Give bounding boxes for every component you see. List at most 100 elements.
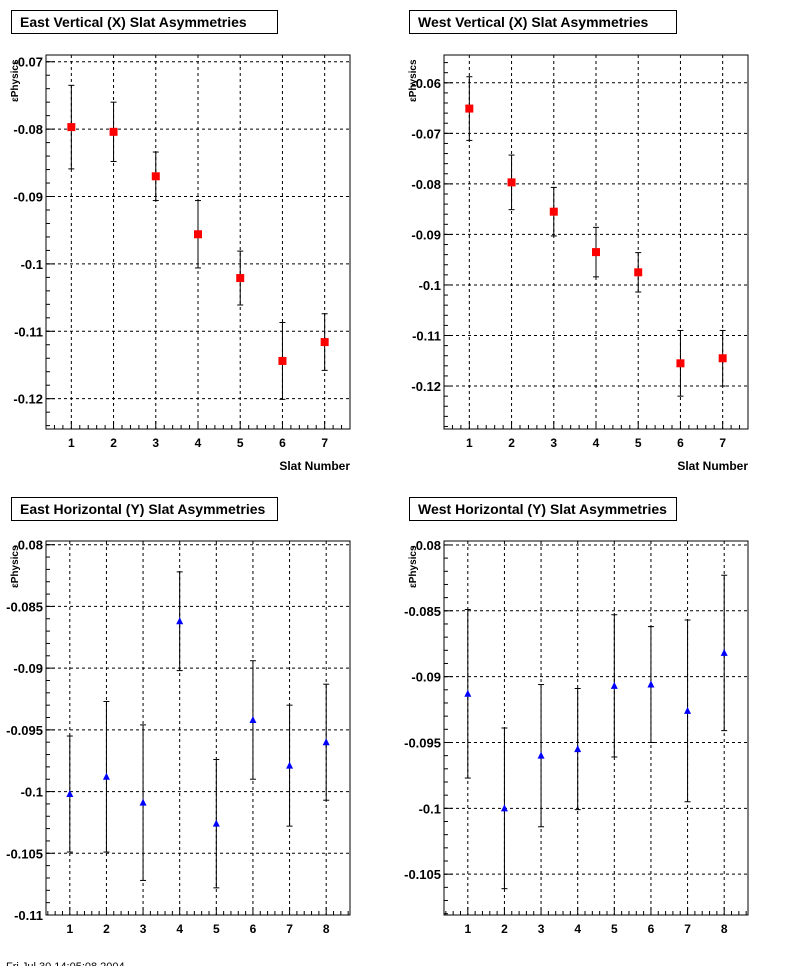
data-point-triangle [684,706,692,714]
x-tick-label: 7 [684,922,691,936]
x-tick-label: 1 [68,436,75,450]
y-tick-label: -0.11 [14,908,43,923]
panel-title-east-vertical: East Vertical (X) Slat Asymmetries [11,10,278,34]
data-point-square [278,356,287,365]
chart-panel-2: 1 2 3 4 5 6 7 -0.12 -0.11 -0.1 -0.09 -0.08 -0.07 -0.0… [408,54,749,473]
x-tick-label: 2 [110,436,117,450]
data-point-square [592,248,600,257]
y-tick-label: -0.07 [411,126,441,141]
x-tick-label: 6 [279,436,286,450]
data-point-triangle [647,680,655,688]
y-tick-label: -0.085 [6,599,43,614]
x-tick-label: 5 [213,922,220,936]
data-point-triangle [139,798,147,806]
x-tick-label: 3 [550,436,557,450]
data-point-square [465,104,474,113]
chart-panel-4: 1 2 3 4 5 6 7 8 -0.105 -0.1 -0.095 -0.09 -0.085 -0.08… [404,538,749,936]
x-tick-label: 3 [152,436,159,450]
data-point-square [320,338,329,347]
y-tick-label: -0.06 [411,76,441,91]
x-tick-label: 1 [466,436,473,450]
y-tick-label: -0.1 [21,785,43,800]
data-point-square [718,354,727,363]
y-tick-label: -0.08 [13,122,43,137]
x-tick-label: 2 [501,922,508,936]
x-tick-label: 5 [635,436,642,450]
y-tick-label: -0.07 [13,55,43,70]
y-tick-label: -0.085 [404,604,441,619]
y-tick-label: -0.09 [411,227,441,242]
panel-title-west-horizontal: West Horizontal (Y) Slat Asymmetries [409,497,677,521]
x-tick-label: 1 [464,922,471,936]
data-point-square [194,230,202,239]
y-tick-label: -0.08 [13,538,43,553]
y-tick-label: -0.08 [411,538,441,553]
data-point-square [549,207,558,216]
y-tick-label: -0.11 [14,324,43,339]
y-tick-label: -0.11 [412,329,441,344]
x-tick-label: 3 [538,922,545,936]
y-axis-label: εPhysics [10,59,21,102]
y-axis-label: εPhysics [408,545,419,588]
x-axis-label: Slat Number [279,459,350,473]
chart-panel-3: 1 2 3 4 5 6 7 8 -0.11 -0.105 -0.1 -0.095 -0.09 -0.085… [6,538,351,936]
x-tick-label: 8 [323,922,330,936]
y-tick-label: -0.09 [13,661,43,676]
x-tick-label: 6 [677,436,684,450]
y-tick-label: -0.09 [411,670,441,685]
y-tick-label: -0.1 [419,278,441,293]
data-point-triangle [249,715,257,723]
data-point-triangle [322,738,330,746]
x-tick-label: 2 [508,436,515,450]
y-tick-label: -0.1 [21,257,43,272]
data-point-square [151,172,160,181]
data-point-square [109,127,118,136]
data-point-triangle [610,681,618,689]
data-point-triangle [212,819,220,827]
x-tick-label: 4 [574,922,581,936]
chart-panel-1: 1 2 3 4 5 6 7 -0.12 -0.11 -0.1 -0.09 -0.08 -0.07εPhy… [10,54,351,473]
y-tick-label: -0.1 [419,801,441,816]
x-tick-label: 5 [611,922,618,936]
x-tick-label: 5 [237,436,244,450]
x-axis-label: Slat Number [677,459,748,473]
x-tick-label: 4 [593,436,600,450]
x-tick-label: 1 [66,922,73,936]
data-point-triangle [464,689,472,697]
data-point-square [236,274,245,283]
y-tick-label: -0.105 [404,867,441,882]
data-point-triangle [176,617,184,625]
x-tick-label: 4 [176,922,183,936]
x-tick-label: 6 [648,922,655,936]
y-tick-label: -0.095 [6,723,43,738]
x-tick-label: 2 [103,922,110,936]
x-tick-label: 8 [721,922,728,936]
y-tick-label: -0.12 [13,392,43,407]
data-point-square [507,178,516,187]
panel-title-west-vertical: West Vertical (X) Slat Asymmetries [409,10,677,34]
data-point-triangle [500,804,508,812]
data-point-square [634,268,643,277]
plot-frame [45,540,351,916]
y-tick-label: -0.105 [6,846,43,861]
x-tick-label: 6 [250,922,257,936]
x-tick-label: 7 [719,436,726,450]
plot-frame [443,540,749,916]
data-point-triangle [720,648,728,656]
data-point-triangle [102,772,110,780]
data-point-triangle [537,751,545,759]
data-point-square [67,123,76,132]
y-axis-label: εPhysics [10,545,21,588]
x-tick-label: 4 [195,436,202,450]
data-point-triangle [66,790,74,798]
data-point-square [676,359,685,368]
x-tick-label: 7 [286,922,293,936]
x-tick-label: 3 [140,922,147,936]
y-tick-label: -0.12 [411,379,441,394]
y-axis-label: εPhysics [408,59,419,102]
panel-title-east-horizontal: East Horizontal (Y) Slat Asymmetries [11,497,278,521]
data-point-triangle [574,745,582,753]
data-point-triangle [286,761,294,769]
y-tick-label: -0.095 [404,735,441,750]
